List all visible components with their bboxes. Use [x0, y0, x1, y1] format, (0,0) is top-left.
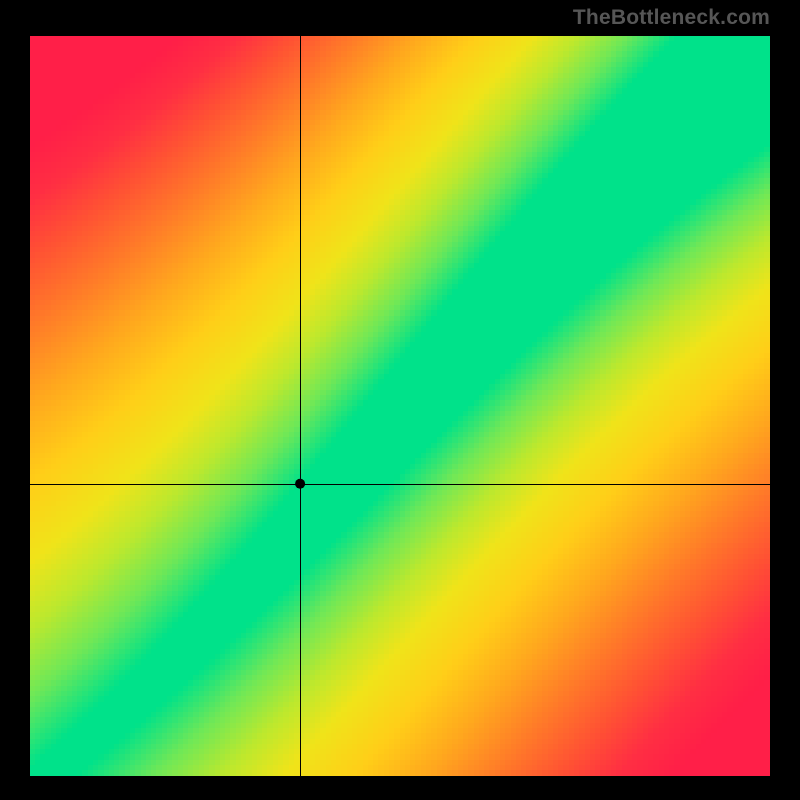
chart-container: { "watermark": { "text": "TheBottleneck.…: [0, 0, 800, 800]
watermark-text: TheBottleneck.com: [573, 6, 770, 30]
heatmap-canvas-wrapper: [30, 36, 770, 776]
heatmap-canvas: [30, 36, 770, 776]
